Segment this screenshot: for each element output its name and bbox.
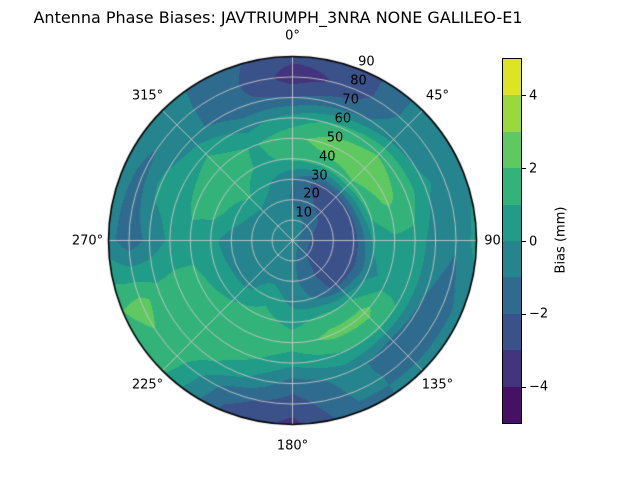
colorbar-band: [503, 313, 521, 351]
radial-tick-label: 70: [342, 92, 359, 108]
colorbar-tick-label: −2: [529, 306, 549, 322]
radial-tick-label: 40: [318, 149, 336, 165]
colorbar-tick-label: 4: [529, 88, 538, 104]
radial-tick-label: 80: [350, 73, 367, 89]
colorbar-tick-label: 2: [529, 161, 538, 177]
angular-tick-label: 270°: [71, 233, 104, 248]
chart-title: Antenna Phase Biases: JAVTRIUMPH_3NRA NO…: [33, 8, 523, 27]
radial-tick-label: 50: [326, 130, 344, 146]
angular-tick-label: 0°: [285, 28, 300, 43]
angular-tick-label: 135°: [421, 377, 454, 393]
colorbar-tick-mark: [522, 313, 526, 315]
colorbar: [502, 58, 522, 424]
radial-tick-label: 90: [358, 54, 375, 70]
colorbar-band: [503, 350, 521, 387]
colorbar-band: [503, 131, 521, 169]
colorbar-band: [503, 168, 521, 205]
colorbar-band: [503, 241, 521, 278]
colorbar-band: [503, 204, 521, 242]
colorbar-tick-mark: [522, 241, 526, 242]
radial-tick-label: 30: [311, 168, 328, 184]
colorbar-tick-mark: [522, 95, 526, 97]
angular-tick-label: 45°: [425, 88, 449, 104]
colorbar-tick-mark: [522, 386, 526, 388]
colorbar-band: [503, 95, 521, 132]
angular-tick-label: 180°: [276, 438, 309, 453]
colorbar-axis-label: Bias (mm): [553, 206, 569, 274]
colorbar-tick-mark: [522, 168, 526, 170]
angular-tick-label: 225°: [131, 377, 164, 393]
radial-tick-label: 60: [334, 111, 352, 127]
radial-tick-label: 20: [303, 186, 320, 202]
angular-tick-label: 315°: [131, 88, 164, 104]
colorbar-tick-label: −4: [529, 379, 549, 395]
angular-tick-label: 90: [484, 233, 501, 248]
colorbar-band: [503, 277, 521, 314]
colorbar-tick-label: 0: [529, 234, 538, 249]
colorbar-band: [503, 59, 521, 96]
colorbar-band: [503, 386, 521, 424]
radial-tick-label: 10: [295, 205, 313, 221]
